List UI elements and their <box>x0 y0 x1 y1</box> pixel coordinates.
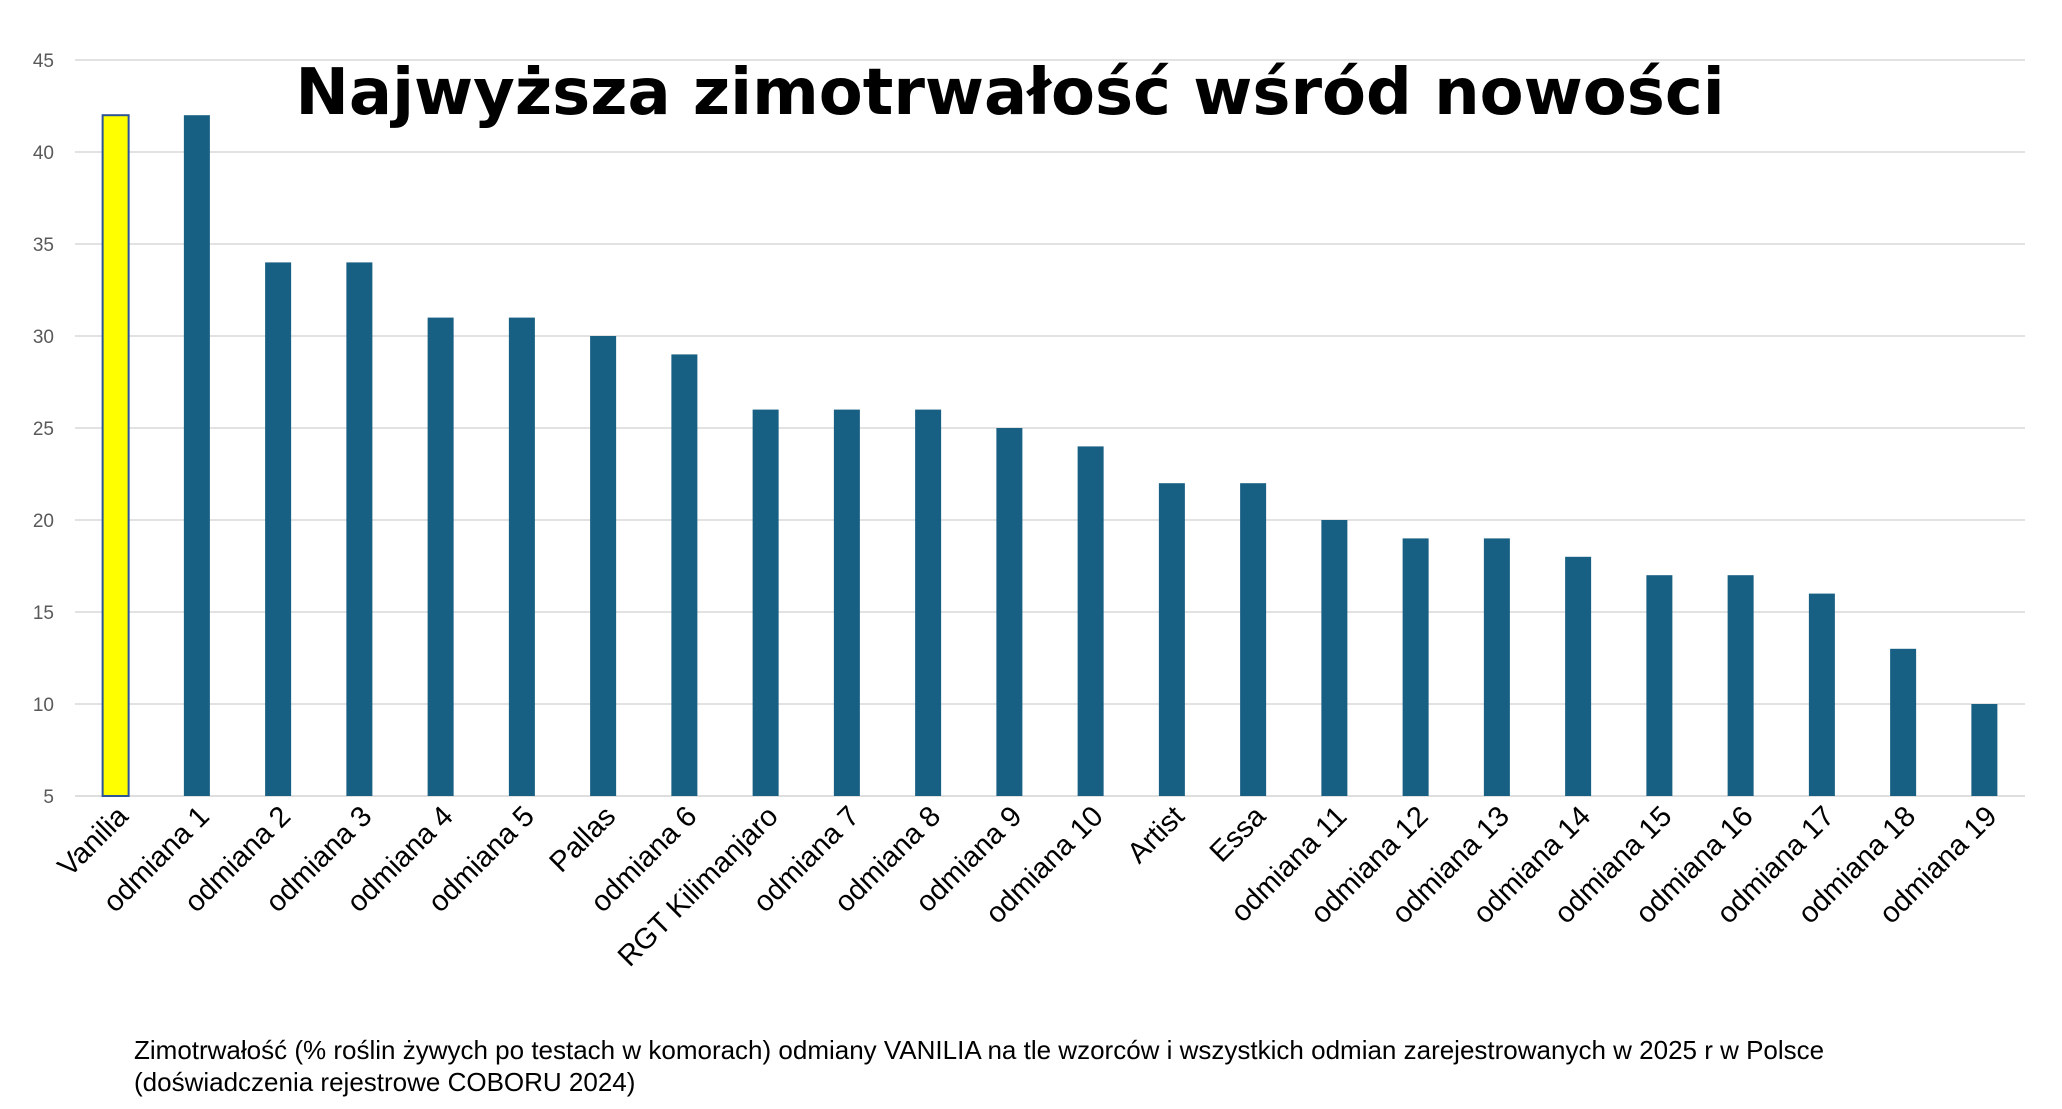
bar <box>1808 593 1835 796</box>
bars <box>101 114 1998 797</box>
bar <box>1890 648 1917 796</box>
chart-title: Najwyższa zimotrwałość wśród nowości <box>295 56 1725 130</box>
bar <box>508 317 535 796</box>
chart-caption: Zimotrwałość (% roślin żywych po testach… <box>134 1034 1824 1098</box>
y-tick-label: 5 <box>43 787 54 808</box>
y-axis-ticks: 5 10 15 20 25 30 35 40 45 <box>33 51 54 808</box>
x-category-label: Pallas <box>544 800 622 878</box>
bar <box>183 115 210 796</box>
bar <box>671 354 698 796</box>
bar <box>833 409 860 796</box>
bar <box>1077 446 1104 796</box>
gridlines <box>75 59 2025 797</box>
bar <box>590 336 617 796</box>
bar <box>1727 575 1754 796</box>
y-tick-label: 30 <box>33 327 54 348</box>
bar <box>996 428 1023 796</box>
caption-line-1: Zimotrwałość (% roślin żywych po testach… <box>134 1035 1825 1065</box>
bar <box>1240 483 1267 796</box>
bar <box>1646 575 1673 796</box>
y-tick-label: 45 <box>33 51 54 72</box>
bar <box>1321 520 1348 796</box>
bar <box>1971 704 1998 796</box>
y-tick-label: 25 <box>33 419 54 440</box>
y-tick-label: 10 <box>33 695 54 716</box>
x-category-label: Artist <box>1121 800 1190 869</box>
bar <box>346 262 373 796</box>
caption-line-2: (doświadczenia rejestrowe COBORU 2024) <box>134 1067 636 1097</box>
bar <box>265 262 292 796</box>
y-tick-label: 40 <box>33 143 54 164</box>
bar <box>101 114 130 797</box>
bar <box>915 409 942 796</box>
bar <box>1565 556 1592 796</box>
bar <box>1158 483 1185 796</box>
y-tick-label: 35 <box>33 235 54 256</box>
bar <box>1402 538 1429 796</box>
y-tick-label: 20 <box>33 511 54 532</box>
bar <box>427 317 454 796</box>
y-tick-label: 15 <box>33 603 54 624</box>
bar <box>752 409 779 796</box>
x-category-label: Essa <box>1204 800 1273 869</box>
bar <box>1483 538 1510 796</box>
